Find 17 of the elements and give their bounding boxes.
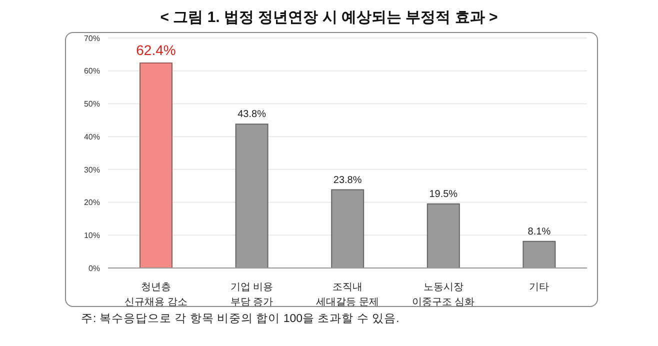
y-tick-label: 50% [84, 100, 100, 109]
y-tick-label: 10% [84, 230, 100, 240]
data-label: 19.5% [429, 188, 458, 200]
y-tick-label: 0% [88, 264, 100, 273]
bar [140, 62, 172, 268]
y-tick-label: 60% [84, 66, 100, 76]
data-label: 8.1% [528, 226, 551, 238]
y-tick-label: 70% [84, 34, 100, 43]
text: 주: 복수응답으로 각 항목 비중의 합이 100을 초과할 수 있음. [81, 312, 400, 326]
chart-title: < 그림 1. 법정 정년연장 시 예상되는 부정적 효과 > [159, 8, 499, 28]
data-label: 23.8% [333, 174, 362, 186]
data-label: 62.4% [136, 42, 176, 58]
y-tick-label: 20% [84, 198, 100, 208]
y-tick-label: 40% [84, 132, 100, 142]
y-tick-label: 30% [84, 165, 100, 174]
data-label: 43.8% [238, 109, 266, 120]
x-tick-label: 기타 [529, 282, 550, 293]
